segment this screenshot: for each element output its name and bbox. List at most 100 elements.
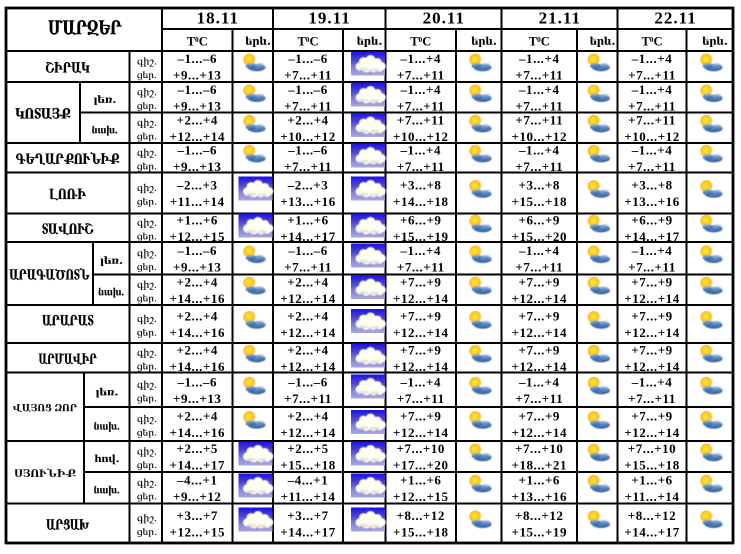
svg-text:+12...+15: +12...+15 — [169, 524, 225, 539]
svg-text:+12...+14: +12...+14 — [169, 129, 225, 144]
svg-text:–1...+4: –1...+4 — [399, 374, 441, 389]
svg-text:–1...+4: –1...+4 — [518, 243, 560, 258]
svg-text:+7...+11: +7...+11 — [284, 68, 332, 83]
svg-text:+13...+16: +13...+16 — [624, 194, 680, 209]
svg-text:–1...+4: –1...+4 — [399, 142, 441, 157]
svg-text:+7...+10: +7...+10 — [397, 441, 445, 456]
svg-text:–1...+4: –1...+4 — [399, 51, 441, 66]
svg-text:+2...+4: +2...+4 — [177, 274, 218, 289]
svg-text:+17...+20: +17...+20 — [393, 458, 449, 473]
svg-text:+2...+4: +2...+4 — [287, 274, 328, 289]
svg-text:–1...–6: –1...–6 — [176, 82, 217, 97]
svg-text:+12...+15: +12...+15 — [169, 229, 225, 244]
svg-text:+12...+14: +12...+14 — [280, 291, 336, 306]
svg-text:+14...+17: +14...+17 — [169, 458, 225, 473]
svg-text:+2...+5: +2...+5 — [177, 441, 218, 456]
svg-text:+12...+14: +12...+14 — [624, 291, 680, 306]
svg-text:+7...+11: +7...+11 — [284, 98, 332, 113]
svg-text:+7...+9: +7...+9 — [631, 309, 672, 324]
svg-text:+15...+18: +15...+18 — [624, 458, 680, 473]
svg-text:+15...+19: +15...+19 — [511, 524, 567, 539]
svg-text:+7...+9: +7...+9 — [519, 309, 560, 324]
svg-text:+7...+9: +7...+9 — [519, 409, 560, 424]
svg-text:–1...+4: –1...+4 — [399, 243, 441, 258]
svg-text:+12...+14: +12...+14 — [511, 325, 567, 340]
svg-text:+7...+11: +7...+11 — [515, 68, 563, 83]
svg-text:+15...+18: +15...+18 — [280, 458, 336, 473]
svg-text:+14...+16: +14...+16 — [169, 291, 225, 306]
svg-text:+15...+18: +15...+18 — [511, 194, 567, 209]
svg-text:+7...+11: +7...+11 — [515, 259, 563, 274]
svg-text:–1...–6: –1...–6 — [287, 142, 328, 157]
svg-text:–1...–6: –1...–6 — [176, 142, 217, 157]
svg-text:–1...+4: –1...+4 — [631, 51, 673, 66]
svg-text:+13...+16: +13...+16 — [280, 194, 336, 209]
svg-text:+7...+9: +7...+9 — [519, 274, 560, 289]
svg-text:+3...+7: +3...+7 — [287, 508, 328, 523]
svg-text:+9...+12: +9...+12 — [173, 489, 221, 504]
svg-text:+10...+12: +10...+12 — [624, 129, 680, 144]
svg-text:+2...+4: +2...+4 — [177, 112, 218, 127]
svg-text:+15...+19: +15...+19 — [393, 229, 449, 244]
svg-text:+2...+4: +2...+4 — [287, 112, 328, 127]
svg-text:19.11: 19.11 — [308, 9, 350, 28]
svg-text:+7...+10: +7...+10 — [628, 441, 676, 456]
svg-text:20.11: 20.11 — [423, 9, 465, 28]
svg-text:+3...+7: +3...+7 — [177, 508, 218, 523]
svg-text:–1...+4: –1...+4 — [518, 142, 560, 157]
svg-text:+14...+16: +14...+16 — [169, 359, 225, 374]
svg-text:T0C: T0C — [187, 35, 208, 49]
svg-text:+3...+8: +3...+8 — [519, 178, 560, 193]
svg-text:+12...+15: +12...+15 — [393, 489, 449, 504]
svg-text:+7...+11: +7...+11 — [397, 68, 445, 83]
svg-text:+8...+12: +8...+12 — [515, 508, 563, 523]
svg-text:+7...+11: +7...+11 — [628, 159, 676, 174]
svg-text:T0C: T0C — [410, 35, 431, 49]
svg-text:+6...+9: +6...+9 — [631, 212, 672, 227]
svg-text:+1...+6: +1...+6 — [177, 212, 218, 227]
svg-text:+18...+21: +18...+21 — [511, 458, 567, 473]
svg-text:–1...–6: –1...–6 — [176, 51, 217, 66]
svg-text:+12...+14: +12...+14 — [280, 359, 336, 374]
svg-text:+7...+11: +7...+11 — [515, 159, 563, 174]
svg-text:–2...+3: –2...+3 — [287, 178, 329, 193]
svg-text:–1...–6: –1...–6 — [176, 374, 217, 389]
svg-text:+1...+6: +1...+6 — [631, 472, 672, 487]
svg-text:+11...+14: +11...+14 — [281, 489, 336, 504]
svg-text:+7...+9: +7...+9 — [519, 342, 560, 357]
svg-text:+3...+8: +3...+8 — [400, 178, 441, 193]
svg-text:–1...–6: –1...–6 — [287, 374, 328, 389]
svg-text:+11...+14: +11...+14 — [625, 489, 680, 504]
svg-text:+7...+10: +7...+10 — [515, 441, 563, 456]
svg-text:+7...+9: +7...+9 — [631, 342, 672, 357]
svg-text:–1...+4: –1...+4 — [631, 374, 673, 389]
svg-text:–1...+4: –1...+4 — [399, 82, 441, 97]
svg-text:+2...+4: +2...+4 — [177, 342, 218, 357]
svg-text:+2...+4: +2...+4 — [287, 409, 328, 424]
svg-text:18.11: 18.11 — [197, 9, 239, 28]
svg-text:+2...+5: +2...+5 — [287, 441, 328, 456]
svg-text:+9...+13: +9...+13 — [173, 159, 221, 174]
svg-text:+10...+12: +10...+12 — [511, 129, 567, 144]
svg-text:+7...+11: +7...+11 — [397, 159, 445, 174]
svg-text:+14...+16: +14...+16 — [169, 425, 225, 440]
svg-text:–4...+1: –4...+1 — [287, 472, 329, 487]
svg-text:+9...+13: +9...+13 — [173, 259, 221, 274]
svg-text:T0C: T0C — [641, 35, 662, 49]
svg-text:+7...+11: +7...+11 — [628, 98, 676, 113]
svg-text:+7...+11: +7...+11 — [628, 259, 676, 274]
svg-text:–1...–6: –1...–6 — [287, 51, 328, 66]
svg-text:–1...+4: –1...+4 — [631, 142, 673, 157]
svg-text:–1...–6: –1...–6 — [176, 243, 217, 258]
svg-text:+9...+13: +9...+13 — [173, 98, 221, 113]
svg-text:–1...+4: –1...+4 — [518, 374, 560, 389]
svg-text:+14...+17: +14...+17 — [280, 524, 336, 539]
svg-text:+7...+11: +7...+11 — [397, 98, 445, 113]
svg-text:+2...+4: +2...+4 — [287, 342, 328, 357]
svg-text:T0C: T0C — [529, 35, 550, 49]
svg-text:+9...+13: +9...+13 — [173, 68, 221, 83]
svg-text:+11...+14: +11...+14 — [170, 194, 225, 209]
svg-text:+12...+14: +12...+14 — [511, 291, 567, 306]
svg-text:+7...+11: +7...+11 — [284, 259, 332, 274]
svg-text:21.11: 21.11 — [539, 9, 581, 28]
